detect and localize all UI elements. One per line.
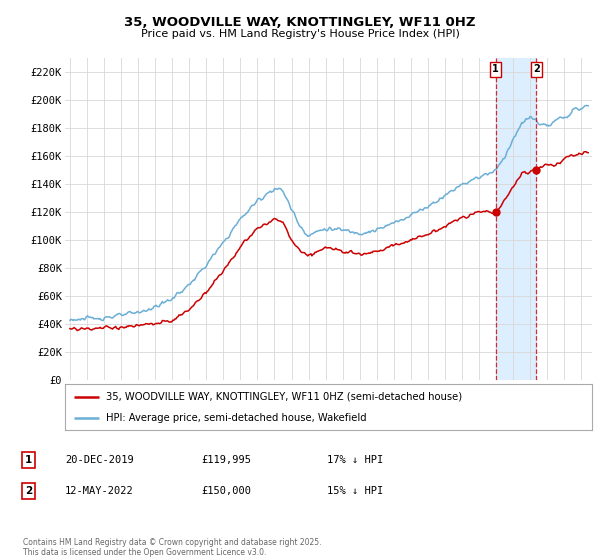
Text: 15% ↓ HPI: 15% ↓ HPI [327, 486, 383, 496]
Text: £119,995: £119,995 [201, 455, 251, 465]
Text: 1: 1 [25, 455, 32, 465]
Text: 20-DEC-2019: 20-DEC-2019 [65, 455, 134, 465]
Text: 2: 2 [25, 486, 32, 496]
Text: 35, WOODVILLE WAY, KNOTTINGLEY, WF11 0HZ (semi-detached house): 35, WOODVILLE WAY, KNOTTINGLEY, WF11 0HZ… [106, 391, 462, 402]
Text: 12-MAY-2022: 12-MAY-2022 [65, 486, 134, 496]
Text: 1: 1 [492, 64, 499, 74]
Text: 35, WOODVILLE WAY, KNOTTINGLEY, WF11 0HZ: 35, WOODVILLE WAY, KNOTTINGLEY, WF11 0HZ [124, 16, 476, 29]
Text: Contains HM Land Registry data © Crown copyright and database right 2025.
This d: Contains HM Land Registry data © Crown c… [23, 538, 322, 557]
Bar [496, 58, 536, 380]
Text: Price paid vs. HM Land Registry's House Price Index (HPI): Price paid vs. HM Land Registry's House … [140, 29, 460, 39]
Text: 2: 2 [533, 64, 540, 74]
Text: £150,000: £150,000 [201, 486, 251, 496]
Text: 17% ↓ HPI: 17% ↓ HPI [327, 455, 383, 465]
Text: HPI: Average price, semi-detached house, Wakefield: HPI: Average price, semi-detached house,… [106, 413, 367, 423]
